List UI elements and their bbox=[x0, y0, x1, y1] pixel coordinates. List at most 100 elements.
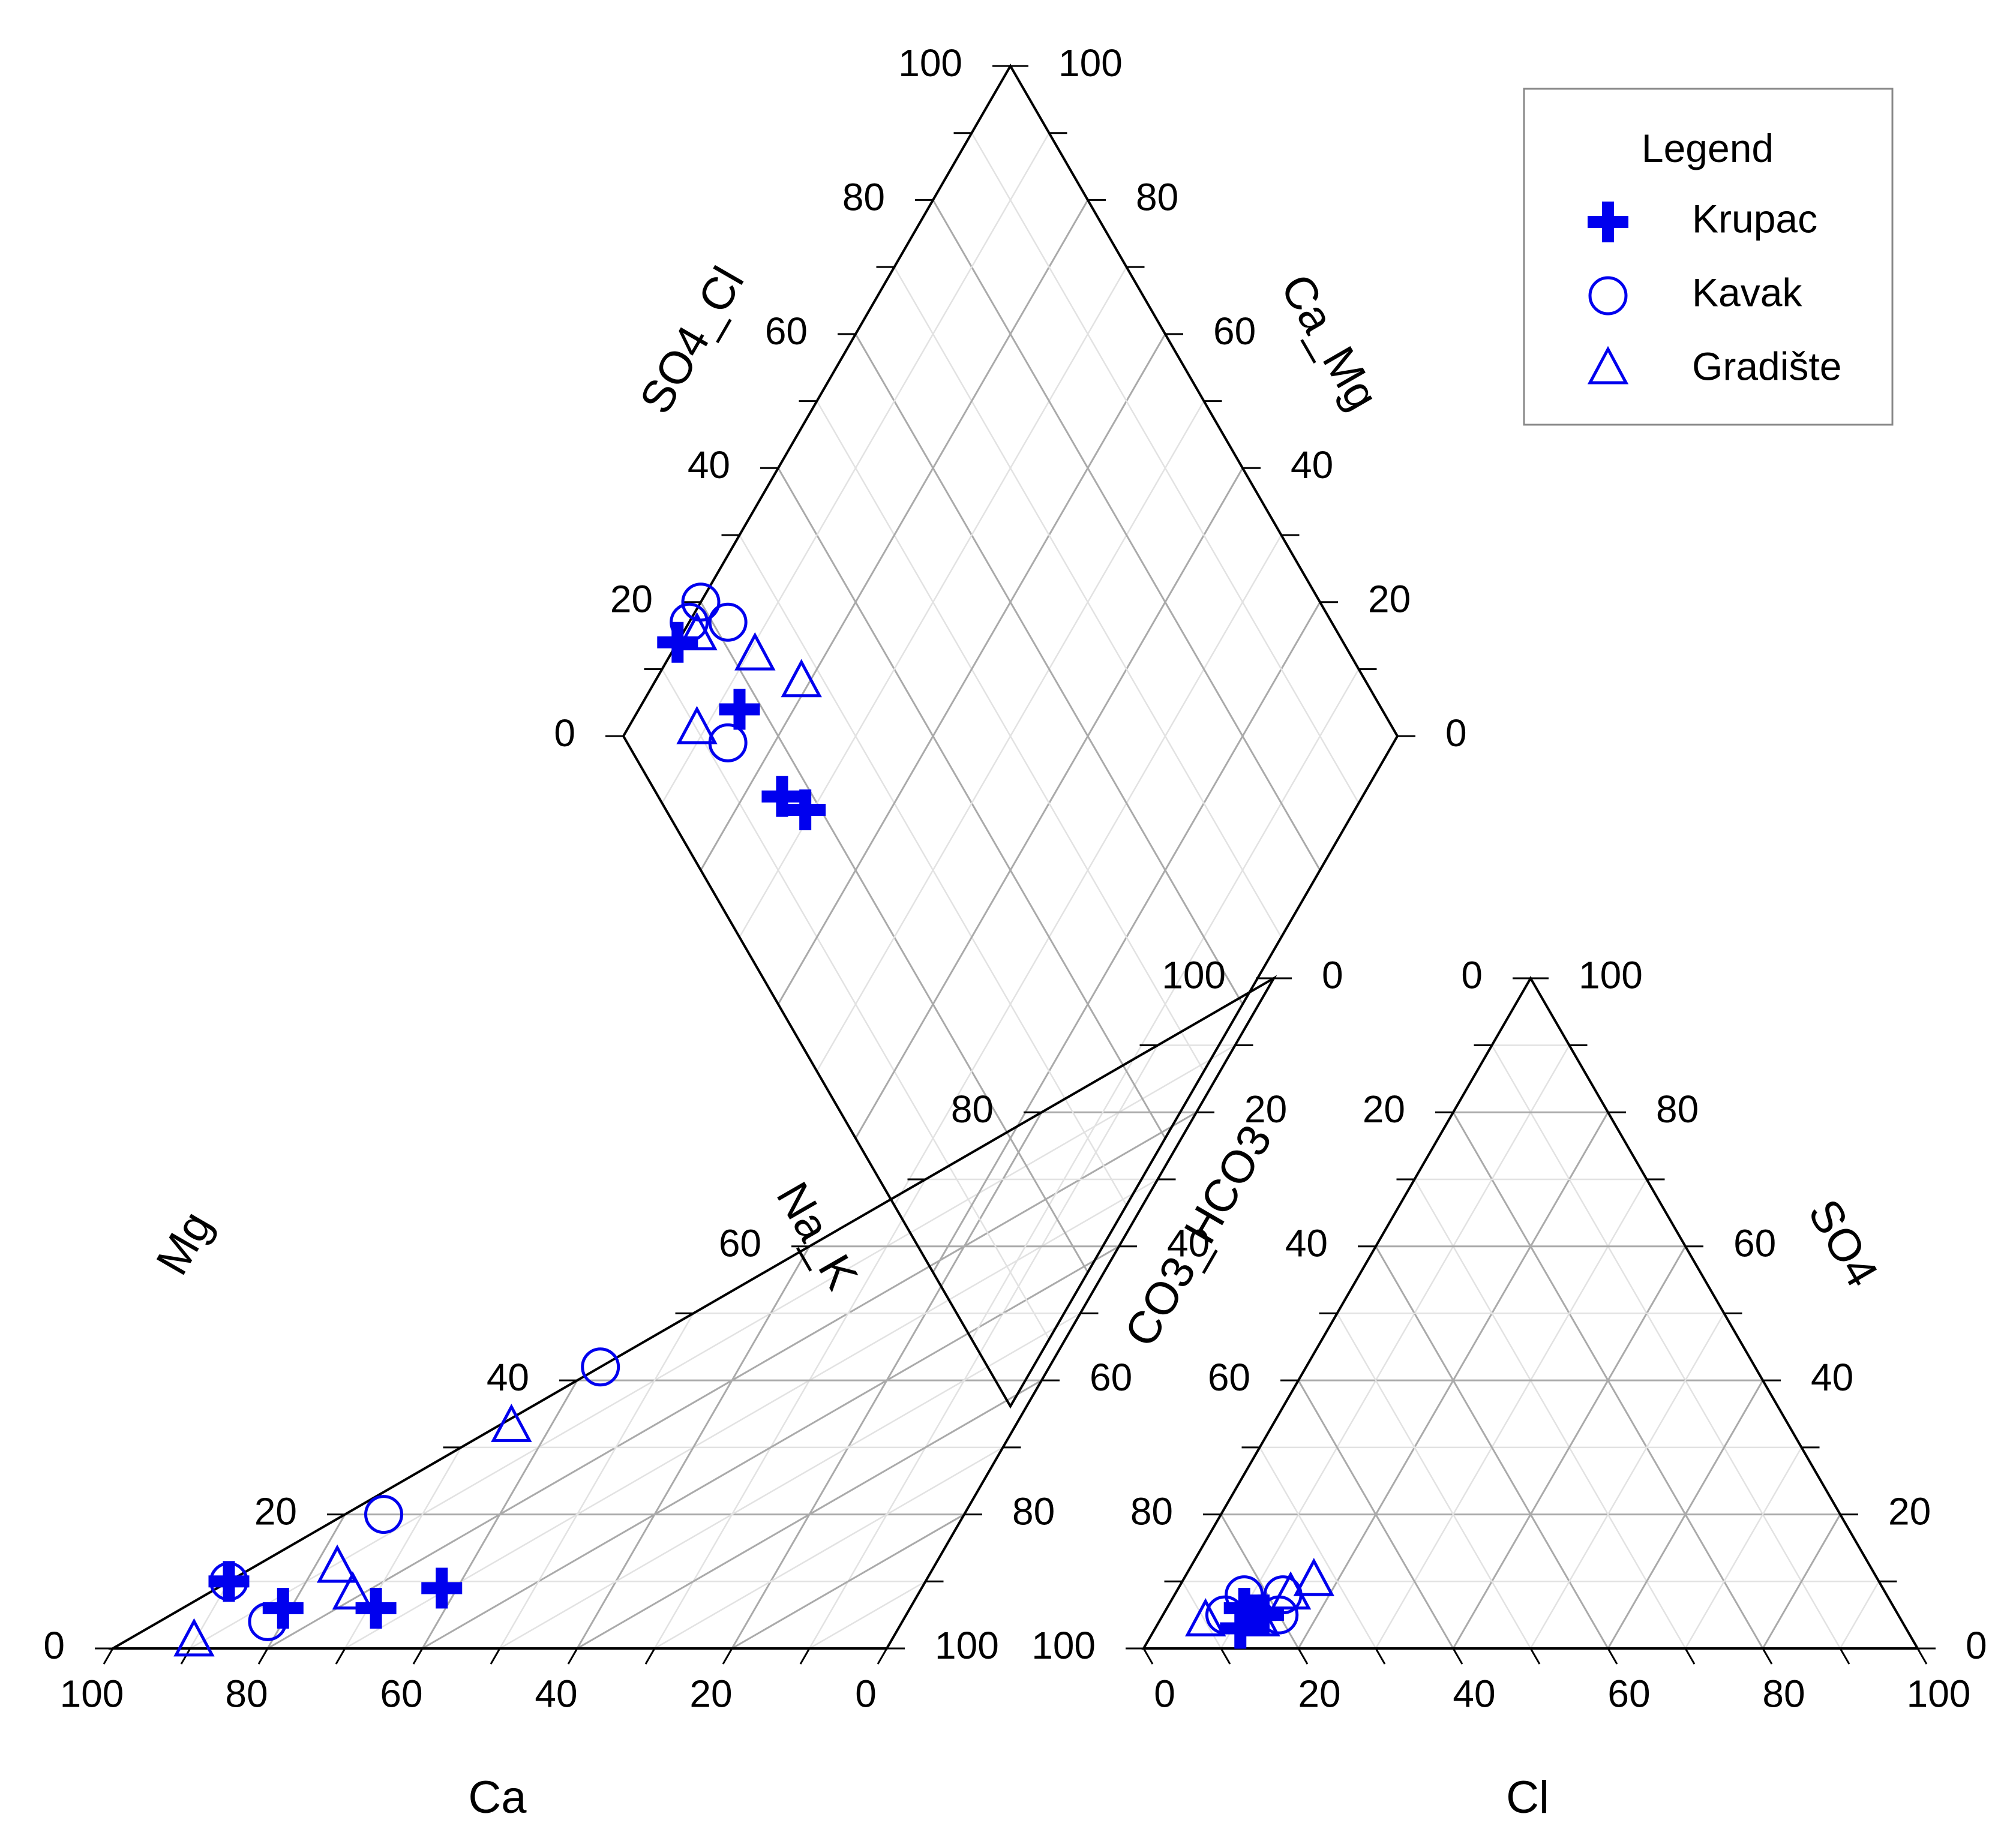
diamond-left-axis-title: SO4_Cl bbox=[630, 259, 754, 422]
cation-bottom-axis-title: Ca bbox=[468, 1772, 527, 1823]
cation-grid-line bbox=[653, 1179, 926, 1649]
tick-layer: 0 0 0 0 0 0 0 0 20 20 20 20 20 20 20 20 40 40 40 40 40 40 40 40… bbox=[43, 41, 1987, 1716]
legend-box bbox=[1523, 88, 1894, 426]
cation-ca-axis-label: 60 bbox=[380, 1672, 422, 1716]
diamond-camg-axis-label: 80 bbox=[1136, 175, 1178, 218]
gradi-te-cation-point bbox=[173, 1618, 215, 1657]
cation-grid-line bbox=[499, 1313, 694, 1649]
gradi-te-cation-point bbox=[316, 1544, 358, 1583]
cation-grid-line bbox=[344, 1447, 462, 1649]
anion-so4-axis-label: 40 bbox=[1811, 1356, 1853, 1399]
anion-grid-line bbox=[1491, 1044, 1841, 1649]
anion-so4-axis-label: 60 bbox=[1733, 1222, 1776, 1265]
cation-grid-line bbox=[421, 1380, 578, 1649]
anion-grid-line bbox=[1220, 1044, 1570, 1649]
anion-grid-line bbox=[1220, 1513, 1300, 1649]
diamond-camg-axis-label: 100 bbox=[1058, 41, 1123, 85]
cation-ca-axis-tick bbox=[257, 1648, 269, 1665]
gradi-te-diamond-point bbox=[734, 632, 776, 671]
cation-ca-axis-tick bbox=[490, 1648, 501, 1665]
anion-cl-axis-tick bbox=[1220, 1648, 1231, 1665]
cation-nak-axis-label: 80 bbox=[1012, 1489, 1055, 1533]
cation-ca-axis-tick bbox=[799, 1648, 811, 1665]
anion-grid-line bbox=[1762, 1513, 1841, 1649]
anion-grid-line bbox=[1839, 1581, 1880, 1649]
diamond-right-axis-title: Ca_Mg bbox=[1271, 266, 1388, 419]
cation-nak-axis-label: 60 bbox=[1090, 1356, 1132, 1399]
cation-mg-axis-label: 80 bbox=[951, 1088, 994, 1131]
legend-marker-gradi-te bbox=[1587, 346, 1629, 385]
krupac-diamond-point bbox=[719, 689, 760, 730]
diamond-frame bbox=[622, 64, 1399, 1409]
diamond-grid-line bbox=[661, 133, 1050, 804]
cation-mg-axis-label: 60 bbox=[719, 1222, 761, 1265]
anion-grid-line bbox=[1375, 1179, 1648, 1649]
diamond-so4cl-axis-label: 40 bbox=[688, 443, 730, 486]
anion-cl-axis-label: 60 bbox=[1607, 1672, 1650, 1716]
anion-left-axis-title: CO3_HCO3 bbox=[1115, 1117, 1282, 1355]
anion-cl-axis-label: 80 bbox=[1762, 1672, 1805, 1716]
anion-bottom-axis-title: Cl bbox=[1506, 1772, 1549, 1823]
legend-label-krupac: Krupac bbox=[1692, 196, 1817, 241]
anion-cl-axis-tick bbox=[1142, 1648, 1154, 1665]
kavak-anion-point bbox=[1205, 1595, 1244, 1635]
gradi-te-diamond-point bbox=[676, 705, 718, 744]
cation-mg-axis-label: 0 bbox=[43, 1624, 65, 1667]
anion-cl-axis-tick bbox=[1297, 1648, 1309, 1665]
anion-grid-line bbox=[1336, 1313, 1532, 1649]
anion-cl-axis-tick bbox=[1607, 1648, 1618, 1665]
anion-hco3-axis-label: 20 bbox=[1363, 1088, 1405, 1131]
anion-hco3-axis-label: 60 bbox=[1208, 1356, 1250, 1399]
diamond-grid-line bbox=[816, 400, 1205, 1072]
cation-left-axis-title: Mg bbox=[146, 1203, 222, 1283]
cation-grid-line bbox=[809, 1581, 926, 1650]
kavak-diamond-point bbox=[708, 602, 748, 642]
cation-ca-axis-label: 100 bbox=[60, 1672, 124, 1716]
legend-title: Legend bbox=[1642, 126, 1774, 170]
cation-nak-axis-label: 20 bbox=[1244, 1088, 1287, 1131]
cation-ca-axis-tick bbox=[103, 1648, 114, 1665]
gradi-te-anion-point bbox=[1239, 1598, 1280, 1636]
cation-grid-line bbox=[499, 1313, 1081, 1650]
kavak-cation-point bbox=[248, 1602, 287, 1641]
diamond-grid-line bbox=[700, 199, 1089, 871]
krupac-diamond-point bbox=[785, 789, 826, 831]
cation-grid-line bbox=[654, 1446, 1004, 1650]
cation-right-axis-title: Na_K bbox=[766, 1174, 868, 1298]
diamond-camg-axis-label: 40 bbox=[1291, 443, 1333, 486]
legend-items: Krupac Kavak Gradište bbox=[1587, 196, 1841, 388]
cation-grid-line bbox=[344, 1178, 1159, 1650]
anion-so4-axis-label: 80 bbox=[1656, 1088, 1699, 1131]
cation-nak-axis-label: 0 bbox=[1322, 954, 1343, 997]
diamond-camg-axis-label: 0 bbox=[1445, 711, 1467, 755]
anion-cl-axis-tick bbox=[1529, 1648, 1541, 1665]
legend: Legend Krupac Kavak Gradište bbox=[1523, 88, 1894, 426]
cation-grid-line bbox=[189, 1581, 230, 1649]
anion-so4-axis-label: 100 bbox=[1579, 954, 1643, 997]
anion-grid-line bbox=[1414, 1179, 1687, 1649]
anion-grid-line bbox=[1297, 1380, 1454, 1649]
cation-nak-axis-label: 100 bbox=[935, 1624, 999, 1667]
diamond-camg-axis-label: 60 bbox=[1213, 310, 1256, 353]
krupac-cation-point bbox=[421, 1567, 463, 1609]
anion-grid-line bbox=[1181, 1581, 1222, 1649]
diamond-grid-line bbox=[777, 334, 1166, 1005]
cation-ca-axis-label: 20 bbox=[689, 1672, 732, 1716]
grid-layer bbox=[189, 133, 1880, 1650]
anion-so4-axis-label: 20 bbox=[1888, 1489, 1931, 1533]
anion-grid-line bbox=[1259, 1447, 1377, 1649]
diamond-grid-line bbox=[893, 266, 1282, 938]
diamond-so4cl-axis-label: 100 bbox=[898, 41, 962, 85]
cation-grid-line bbox=[731, 1513, 965, 1650]
diamond-so4cl-axis-label: 0 bbox=[554, 711, 575, 755]
gradi-te-diamond-point bbox=[676, 612, 718, 651]
gradi-te-cation-point bbox=[491, 1404, 532, 1442]
krupac-cation-point bbox=[262, 1587, 304, 1629]
cation-grid-line bbox=[190, 1044, 1236, 1650]
anion-hco3-axis-label: 0 bbox=[1461, 954, 1483, 997]
cation-mg-axis-label: 100 bbox=[1162, 954, 1226, 997]
kavak-diamond-point bbox=[670, 602, 709, 642]
legend-label-kavak: Kavak bbox=[1692, 270, 1802, 314]
diamond-grid-line bbox=[971, 133, 1360, 804]
